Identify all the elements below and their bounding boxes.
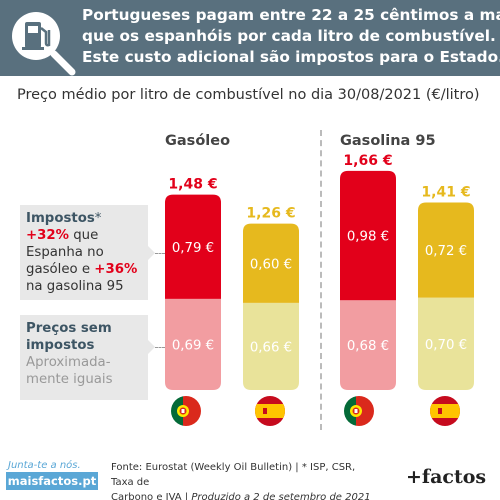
group-label-gasoleo: Gasóleo bbox=[165, 133, 231, 149]
bar-pretax-pt-gasoleo bbox=[165, 298, 221, 390]
pretax-line-1: Aproximada- bbox=[26, 355, 111, 370]
source-line-2b: Produzido a 2 de setembro de 2021 bbox=[191, 492, 371, 500]
total-value-pt-gasoleo: 1,48 € bbox=[168, 177, 217, 193]
header-line-3: Este custo adicional são impostos para o… bbox=[82, 48, 500, 66]
pretax-value-pt-gasolina: 0,68 € bbox=[347, 339, 389, 354]
taxes-line-2: Espanha no bbox=[26, 245, 104, 260]
total-value-es-gasolina: 1,41 € bbox=[421, 185, 470, 201]
bar-tax-es-gasolina bbox=[418, 202, 474, 298]
portugal-flag-icon bbox=[171, 396, 201, 426]
tax-value-es-gasolina: 0,72 € bbox=[425, 244, 467, 259]
group-label-gasolina: Gasolina 95 bbox=[340, 133, 436, 149]
taxes-annotation: Impostos* +32% que Espanha no gasóleo e … bbox=[20, 205, 148, 300]
source-note: Fonte: Eurostat (Weekly Oil Bulletin) | … bbox=[111, 460, 371, 500]
portugal-flag-icon bbox=[344, 396, 374, 426]
header-line-2: que os espanhóis por cada litro de combu… bbox=[82, 27, 496, 45]
pretax-value-pt-gasoleo: 0,69 € bbox=[172, 338, 214, 353]
tax-value-pt-gasolina: 0,98 € bbox=[347, 230, 389, 245]
group-divider bbox=[320, 130, 322, 430]
source-line-2a: Carbono e IVA | bbox=[111, 492, 192, 500]
pretax-value-es-gasoleo: 0,66 € bbox=[250, 340, 292, 355]
taxes-line-4: na gasolina 95 bbox=[26, 279, 124, 294]
pretax-arrow bbox=[148, 340, 155, 354]
pretax-line-2: mente iguais bbox=[26, 372, 113, 387]
pretax-value-es-gasolina: 0,70 € bbox=[425, 338, 467, 353]
bar-tax-es-gasoleo bbox=[243, 223, 299, 303]
header-banner: Portugueses pagam entre 22 a 25 cêntimos… bbox=[0, 0, 500, 76]
chart-subtitle: Preço médio por litro de combustível no … bbox=[17, 87, 480, 103]
pretax-title-2: impostos bbox=[26, 338, 95, 353]
taxes-petrol-pct: +36% bbox=[94, 262, 138, 277]
taxes-line-1: que bbox=[68, 228, 99, 243]
site-link[interactable]: maisfactos.pt bbox=[6, 472, 98, 490]
header-line-1: Portugueses pagam entre 22 a 25 cêntimos… bbox=[82, 6, 500, 24]
spain-flag-icon bbox=[430, 396, 460, 426]
tax-value-es-gasoleo: 0,60 € bbox=[250, 257, 292, 272]
total-value-es-gasoleo: 1,26 € bbox=[246, 206, 295, 222]
taxes-dashline bbox=[155, 253, 165, 254]
taxes-arrow bbox=[148, 246, 155, 260]
tax-value-pt-gasoleo: 0,79 € bbox=[172, 241, 214, 256]
bar-tax-pt-gasolina bbox=[340, 170, 396, 301]
bar-tax-pt-gasoleo bbox=[165, 194, 221, 299]
bar-pretax-pt-gasolina bbox=[340, 300, 396, 390]
taxes-line-3: gasóleo e bbox=[26, 262, 95, 277]
header-title: Portugueses pagam entre 22 a 25 cêntimos… bbox=[82, 5, 500, 68]
total-value-pt-gasolina: 1,66 € bbox=[343, 153, 392, 169]
brand-logo: +factos bbox=[406, 466, 487, 488]
bar-pretax-es-gasoleo bbox=[243, 302, 299, 390]
fuel-pump-magnifier-icon bbox=[12, 12, 76, 76]
taxes-title: Impostos bbox=[26, 211, 95, 226]
taxes-asterisk: * bbox=[94, 211, 102, 226]
source-line-1: Fonte: Eurostat (Weekly Oil Bulletin) | … bbox=[111, 462, 356, 488]
pretax-title-1: Preços sem bbox=[26, 321, 112, 336]
join-us-text: Junta-te a nós. bbox=[8, 460, 81, 471]
spain-flag-icon bbox=[255, 396, 285, 426]
taxes-diesel-pct: +32% bbox=[26, 228, 69, 243]
bar-pretax-es-gasolina bbox=[418, 297, 474, 390]
pretax-dashline bbox=[155, 347, 165, 348]
pretax-annotation: Preços sem impostos Aproximada- mente ig… bbox=[20, 315, 148, 400]
